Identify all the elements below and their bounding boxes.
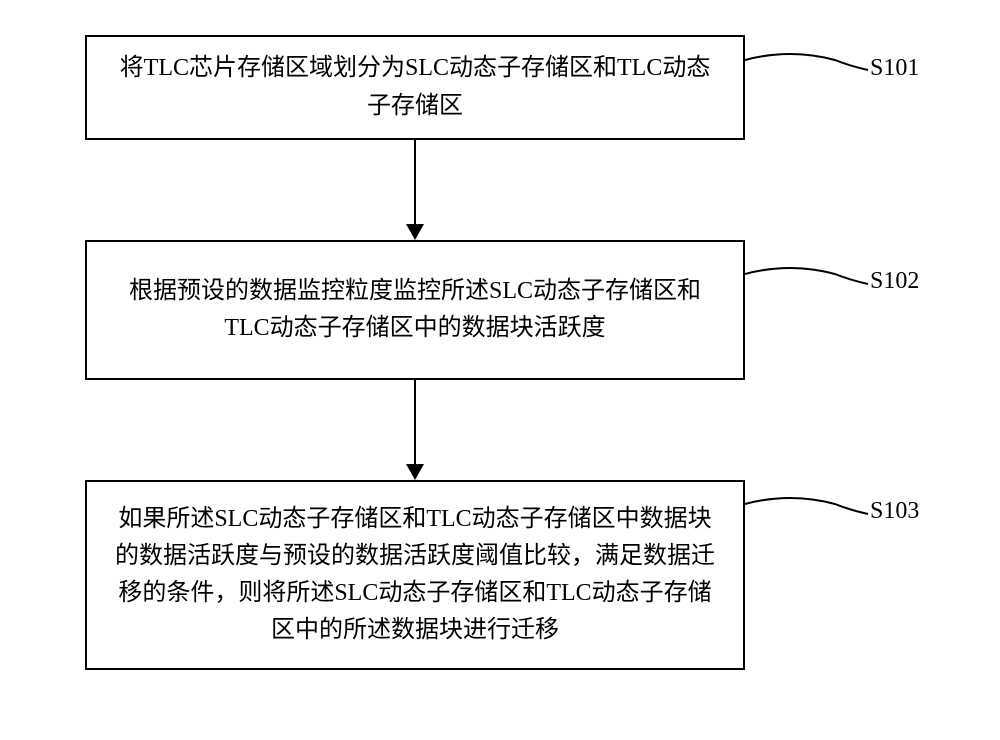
connector-curve-1 <box>745 48 870 83</box>
step-box-3: 如果所述SLC动态子存储区和TLC动态子存储区中数据块的数据活跃度与预设的数据活… <box>85 480 745 670</box>
step-label-1: S101 <box>870 55 919 82</box>
connector-curve-2 <box>745 262 870 297</box>
step-box-1: 将TLC芯片存储区域划分为SLC动态子存储区和TLC动态子存储区 <box>85 35 745 140</box>
arrow-line-1 <box>414 140 416 224</box>
arrow-line-2 <box>414 380 416 464</box>
connector-curve-3 <box>745 492 870 527</box>
step-box-2: 根据预设的数据监控粒度监控所述SLC动态子存储区和TLC动态子存储区中的数据块活… <box>85 240 745 380</box>
step-text-3: 如果所述SLC动态子存储区和TLC动态子存储区中数据块的数据活跃度与预设的数据活… <box>111 501 719 650</box>
step-text-1: 将TLC芯片存储区域划分为SLC动态子存储区和TLC动态子存储区 <box>111 50 719 124</box>
arrow-head-1 <box>406 224 424 240</box>
arrow-head-2 <box>406 464 424 480</box>
step-text-2: 根据预设的数据监控粒度监控所述SLC动态子存储区和TLC动态子存储区中的数据块活… <box>111 273 719 347</box>
step-label-3: S103 <box>870 498 919 525</box>
step-label-2: S102 <box>870 268 919 295</box>
flowchart-container: 将TLC芯片存储区域划分为SLC动态子存储区和TLC动态子存储区 S101 根据… <box>0 0 1000 740</box>
